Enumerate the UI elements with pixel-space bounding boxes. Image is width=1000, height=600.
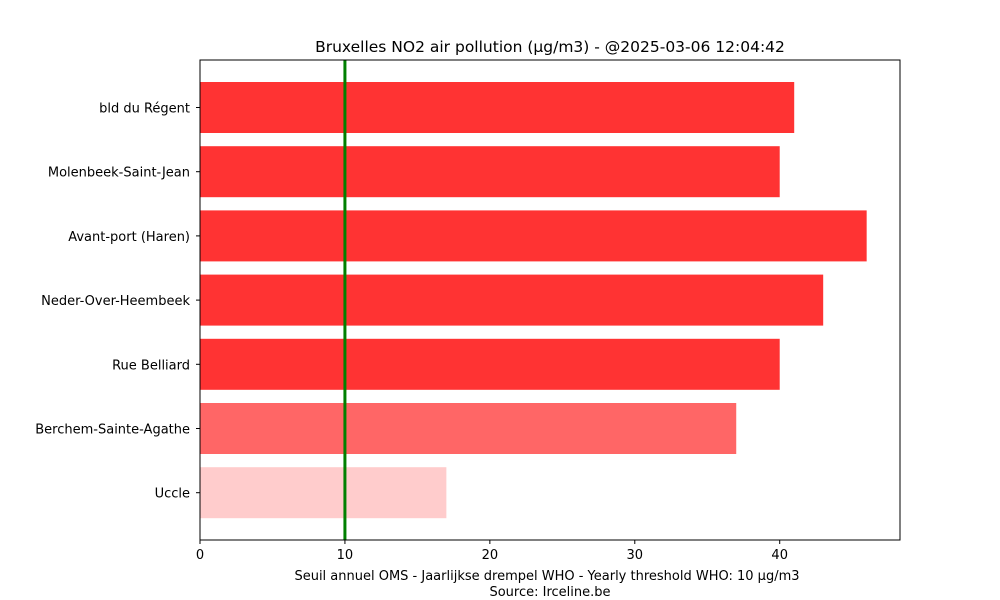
y-tick-label-4: Rue Belliard — [112, 358, 190, 373]
y-axis: bld du Régent Molenbeek-Saint-Jean Avant-p… — [35, 102, 200, 502]
bar-1 — [200, 146, 780, 198]
y-tick-label-6: Uccle — [155, 487, 190, 502]
x-tick-label-1: 10 — [337, 548, 354, 563]
y-tick-label-0: bld du Régent — [99, 102, 190, 117]
x-tick-label-4: 40 — [771, 548, 788, 563]
y-tick-label-2: Avant-port (Haren) — [68, 230, 190, 245]
x-axis-label-line-2: Source: Irceline.be — [489, 585, 610, 600]
y-tick-label-5: Berchem-Sainte-Agathe — [35, 423, 190, 438]
y-tick-label-3: Neder-Over-Heembeek — [41, 294, 190, 309]
bar-4 — [200, 338, 780, 390]
x-tick-label-0: 0 — [196, 548, 204, 563]
x-tick-label-3: 30 — [627, 548, 644, 563]
bars-group — [200, 82, 867, 519]
x-tick-label-2: 20 — [482, 548, 499, 563]
bar-3 — [200, 274, 824, 326]
bar-5 — [200, 403, 737, 454]
bar-6 — [200, 467, 447, 519]
y-tick-label-1: Molenbeek-Saint-Jean — [48, 166, 190, 181]
x-axis: 0 10 20 30 40 — [196, 540, 788, 563]
chart-title: Bruxelles NO2 air pollution (µg/m3) - @2… — [315, 38, 785, 56]
bar-0 — [200, 82, 795, 133]
bar-2 — [200, 210, 867, 262]
x-axis-label-line-1: Seuil annuel OMS - Jaarlijkse drempel WH… — [294, 569, 799, 584]
